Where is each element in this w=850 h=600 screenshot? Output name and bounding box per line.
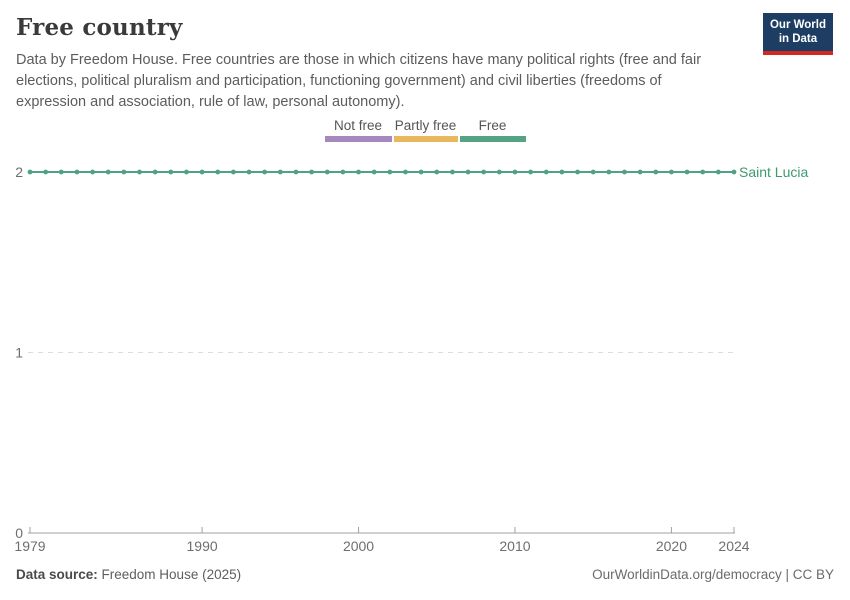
data-point[interactable] bbox=[262, 169, 268, 175]
owid-logo-line1: Our World bbox=[769, 19, 826, 31]
category-legend: Not free Partly free Free bbox=[0, 118, 850, 142]
data-point[interactable] bbox=[700, 169, 706, 175]
data-point[interactable] bbox=[512, 169, 518, 175]
chart-header: Free country Data by Freedom House. Free… bbox=[16, 14, 746, 113]
data-point[interactable] bbox=[246, 169, 252, 175]
data-point[interactable] bbox=[528, 169, 534, 175]
data-point[interactable] bbox=[715, 169, 721, 175]
data-point[interactable] bbox=[371, 169, 377, 175]
data-source: Data source: Freedom House (2025) bbox=[16, 567, 241, 582]
data-point[interactable] bbox=[199, 169, 205, 175]
data-point[interactable] bbox=[230, 169, 236, 175]
data-point[interactable] bbox=[74, 169, 80, 175]
data-point[interactable] bbox=[184, 169, 189, 175]
x-tick-label: 1979 bbox=[14, 538, 45, 554]
data-point[interactable] bbox=[450, 169, 455, 175]
legend-swatch-not-free bbox=[324, 136, 392, 142]
chart-area: 0 1 2 1979 1990 2000 2010 2020 2024 Saint Lucia bbox=[0, 150, 850, 560]
line-chart-canvas[interactable]: 0 1 2 1979 1990 2000 2010 2020 2024 Saint Lucia bbox=[0, 150, 850, 560]
x-tick-label: 1990 bbox=[187, 538, 218, 554]
data-point[interactable] bbox=[481, 169, 487, 175]
data-point[interactable] bbox=[324, 169, 330, 175]
legend-swatch-partly-free bbox=[393, 136, 458, 142]
chart-footer: Data source: Freedom House (2025) OurWor… bbox=[16, 567, 834, 582]
data-point[interactable] bbox=[387, 169, 393, 175]
data-point[interactable] bbox=[403, 169, 408, 175]
y-tick-label: 2 bbox=[15, 164, 23, 180]
owid-logo[interactable]: Our World in Data bbox=[762, 13, 833, 55]
data-point[interactable] bbox=[543, 169, 549, 175]
page-title: Free country bbox=[16, 14, 183, 41]
data-point[interactable] bbox=[90, 169, 95, 175]
data-point[interactable] bbox=[575, 169, 580, 175]
legend-label: Not free bbox=[333, 118, 383, 133]
x-tick-label: 2000 bbox=[343, 538, 374, 554]
data-point[interactable] bbox=[465, 169, 471, 175]
data-point[interactable] bbox=[340, 169, 346, 175]
data-point[interactable] bbox=[653, 169, 659, 175]
legend-label: Free bbox=[478, 118, 507, 133]
data-point[interactable] bbox=[121, 169, 127, 175]
series-end-label: Saint Lucia bbox=[739, 164, 808, 180]
data-point[interactable] bbox=[277, 169, 283, 175]
data-point[interactable] bbox=[43, 169, 49, 175]
x-tick-label: 2024 bbox=[718, 538, 749, 554]
data-point[interactable] bbox=[590, 169, 596, 175]
y-tick-label: 1 bbox=[15, 345, 23, 361]
data-point[interactable] bbox=[168, 169, 174, 175]
data-point[interactable] bbox=[418, 169, 424, 175]
data-point[interactable] bbox=[434, 169, 440, 175]
data-point[interactable] bbox=[356, 169, 361, 175]
owid-logo-line2: in Data bbox=[778, 33, 818, 46]
data-point[interactable] bbox=[58, 169, 64, 175]
data-point[interactable] bbox=[684, 169, 690, 175]
legend-label: Partly free bbox=[394, 118, 457, 133]
legend-item-not-free[interactable]: Not free bbox=[324, 118, 392, 142]
data-point[interactable] bbox=[622, 169, 627, 175]
legend-item-free[interactable]: Free bbox=[459, 118, 526, 142]
data-point[interactable] bbox=[152, 169, 158, 175]
data-point[interactable] bbox=[293, 169, 299, 175]
data-point[interactable] bbox=[496, 169, 502, 175]
y-tick-label: 0 bbox=[15, 525, 23, 541]
data-source-value: Freedom House (2025) bbox=[97, 567, 242, 582]
data-point[interactable] bbox=[606, 169, 612, 175]
owid-url-license[interactable]: OurWorldinData.org/democracy | CC BY bbox=[592, 567, 834, 582]
data-point[interactable] bbox=[669, 169, 674, 175]
data-point[interactable] bbox=[309, 169, 314, 175]
x-tick-label: 2010 bbox=[499, 538, 530, 554]
legend-swatch-free bbox=[459, 136, 526, 142]
data-point[interactable] bbox=[137, 169, 142, 175]
data-point[interactable] bbox=[559, 169, 565, 175]
data-point[interactable] bbox=[731, 169, 737, 175]
data-point[interactable] bbox=[105, 169, 111, 175]
x-tick-label: 2020 bbox=[656, 538, 687, 554]
legend-item-partly-free[interactable]: Partly free bbox=[393, 118, 458, 142]
data-point[interactable] bbox=[637, 169, 643, 175]
data-point[interactable] bbox=[27, 169, 33, 175]
chart-subtitle: Data by Freedom House. Free countries ar… bbox=[16, 52, 702, 110]
data-point[interactable] bbox=[215, 169, 221, 175]
data-source-label: Data source: bbox=[16, 567, 98, 582]
